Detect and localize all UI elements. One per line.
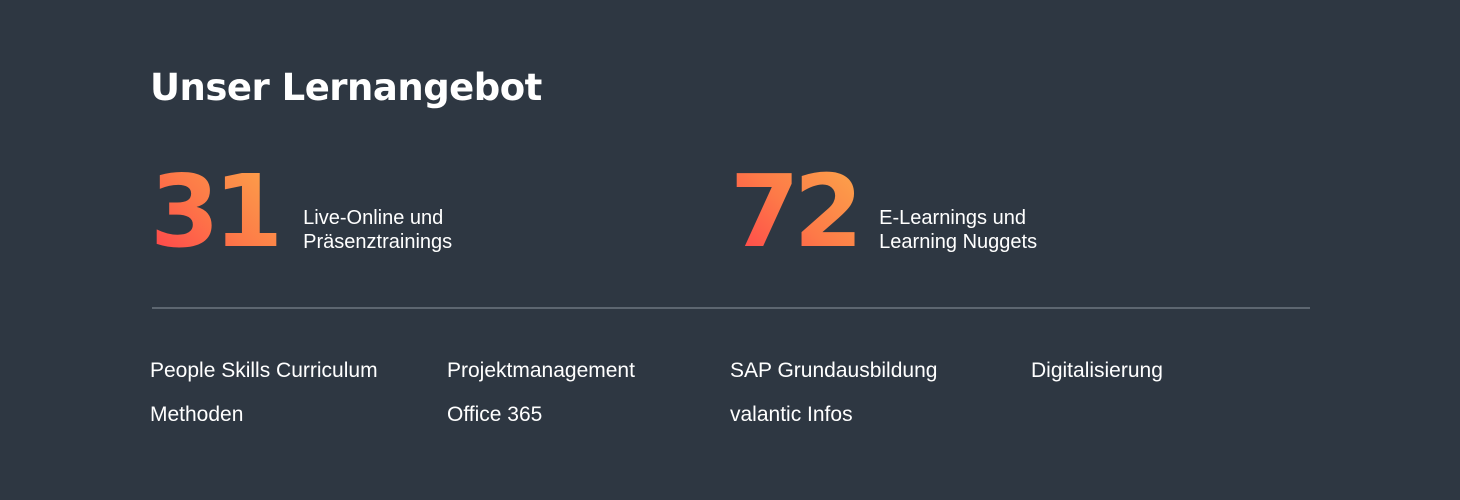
- category-link-digitalisierung[interactable]: Digitalisierung: [1031, 359, 1163, 382]
- stat-label-line: Learning Nuggets: [879, 231, 1038, 253]
- stat-label-line: E-Learnings und: [879, 207, 1026, 229]
- section-title: Unser Lernangebot: [150, 66, 542, 109]
- stat-elearnings: 72 E-Learnings und Learning Nuggets: [730, 162, 1037, 262]
- category-link-people-skills[interactable]: People Skills Curriculum: [150, 359, 378, 382]
- category-link-office-365[interactable]: Office 365: [447, 403, 543, 426]
- stat-live-trainings: 31 Live-Online und Präsenztrainings: [150, 162, 452, 262]
- stat-label-line: Live-Online und: [303, 207, 444, 229]
- category-link-projektmanagement[interactable]: Projektmanagement: [447, 359, 635, 382]
- stat-label: E-Learnings und Learning Nuggets: [879, 206, 1037, 254]
- stat-number: 31: [150, 153, 283, 270]
- stat-label: Live-Online und Präsenztrainings: [303, 206, 452, 254]
- stat-number: 72: [730, 153, 863, 270]
- category-link-sap[interactable]: SAP Grundausbildung: [730, 359, 938, 382]
- stat-label-line: Präsenztrainings: [303, 231, 453, 253]
- category-link-methoden[interactable]: Methoden: [150, 403, 244, 426]
- category-link-valantic-infos[interactable]: valantic Infos: [730, 403, 853, 426]
- divider: [152, 307, 1310, 309]
